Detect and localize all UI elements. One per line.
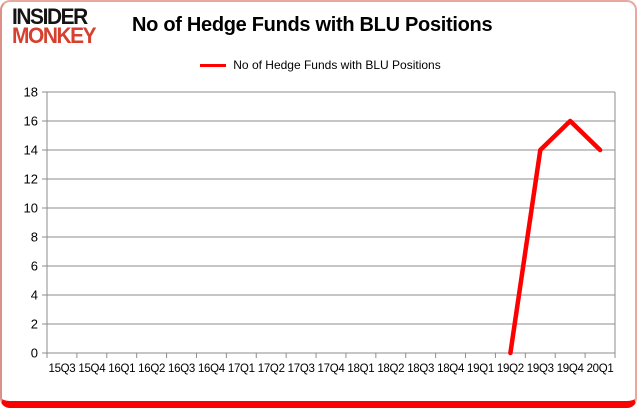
x-axis-tick-label: 19Q4: [557, 363, 585, 375]
x-axis-tick-label: 18Q2: [377, 363, 404, 375]
x-axis-tick-label: 19Q2: [497, 363, 524, 375]
x-axis-tick-label: 18Q4: [437, 363, 465, 375]
y-axis-tick-label: 10: [24, 201, 38, 216]
x-axis-tick-label: 17Q1: [228, 363, 255, 375]
y-axis-tick-label: 8: [31, 230, 38, 245]
series-line-hedge-funds: [508, 118, 603, 356]
x-axis-tick-label: 17Q3: [288, 363, 315, 375]
x-axis-tick-label: 15Q3: [48, 363, 75, 375]
y-axis-tick-label: 18: [24, 85, 38, 100]
y-axis-tick-label: 16: [24, 114, 38, 129]
legend-line-icon: [200, 63, 227, 67]
y-axis-tick-label: 4: [31, 288, 38, 303]
x-axis-tick-label: 18Q1: [347, 363, 374, 375]
x-axis-tick-label: 17Q4: [318, 363, 346, 375]
x-axis-tick-label: 16Q4: [198, 363, 226, 375]
x-axis-tick-label: 18Q3: [407, 363, 434, 375]
y-axis-tick-label: 14: [24, 143, 38, 158]
x-axis-tick-label: 20Q1: [587, 363, 614, 375]
x-axis-tick-label: 17Q2: [258, 363, 285, 375]
page-title: No of Hedge Funds with BLU Positions: [132, 14, 493, 36]
y-axis-tick-label: 2: [31, 317, 38, 332]
x-axis-tick-label: 19Q3: [527, 363, 554, 375]
x-axis-tick-label: 16Q3: [168, 363, 195, 375]
y-axis-tick-label: 12: [24, 172, 38, 187]
insider-monkey-logo: INSIDER MONKEY: [12, 4, 97, 48]
y-axis-tick-label: 6: [31, 259, 38, 274]
y-axis-tick-label: 0: [31, 346, 38, 361]
chart-legend: No of Hedge Funds with BLU Positions: [2, 58, 635, 72]
logo-text-monkey: MONKEY: [12, 22, 97, 48]
x-axis-tick-label: 16Q1: [108, 363, 135, 375]
legend-label: No of Hedge Funds with BLU Positions: [233, 58, 441, 72]
logo-text-insider: INSIDER: [12, 4, 88, 29]
x-axis-tick-label: 16Q2: [138, 363, 165, 375]
x-axis-tick-label: 15Q4: [78, 363, 106, 375]
x-axis-tick-label: 19Q1: [467, 363, 494, 375]
